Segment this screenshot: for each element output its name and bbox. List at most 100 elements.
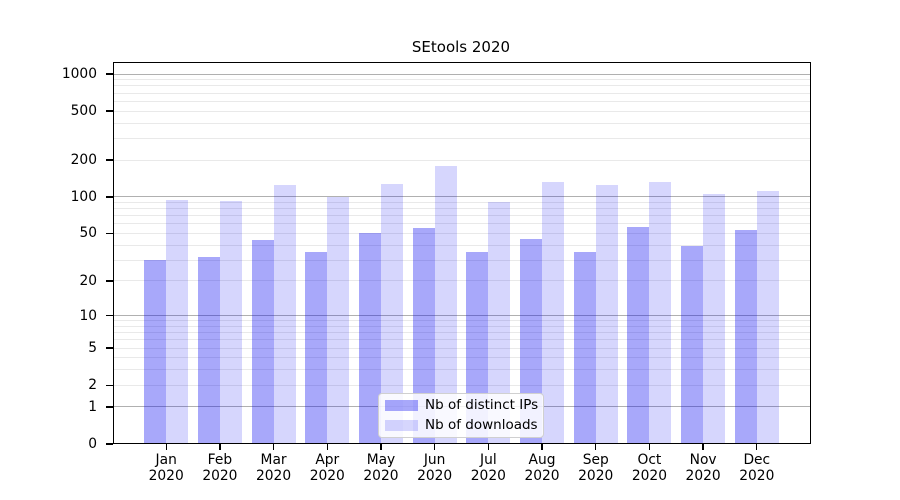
legend-item-downloads: Nb of downloads [385,416,538,435]
y-tick-mark [105,159,113,161]
chart-title: SEtools 2020 [411,38,511,56]
legend-label: Nb of distinct IPs [425,397,539,414]
y-tick-mark [105,314,113,317]
bar-downloads-mar [273,185,296,444]
bar-ips-apr [305,252,328,444]
x-tick-label: Sep 2020 [578,452,614,484]
y-tick-mark [105,443,113,445]
y-tick-label: 10 [79,307,97,324]
bar-ips-dec [734,230,757,444]
grid-line-minor [112,332,811,334]
x-tick-mark [219,444,221,450]
bar-ips-sep [573,252,596,444]
grid-line-minor [112,208,811,210]
bar-ips-may [358,233,381,444]
bar-ips-aug [520,238,543,444]
plot-area [112,62,811,444]
grid-line-major [112,73,811,75]
bar-downloads-jul [488,202,511,444]
y-tick-label: 2 [88,377,97,394]
y-tick-label: 5 [88,340,97,357]
x-tick-label: Feb 2020 [202,452,238,484]
y-tick-mark [105,347,113,349]
x-tick-label: Jan 2020 [148,452,184,484]
x-tick-mark [326,444,328,450]
bar-downloads-dec [756,191,779,444]
x-tick-mark [595,444,597,450]
x-tick-mark [702,444,704,450]
grid-line-minor [112,232,811,234]
bar-downloads-aug [542,182,565,444]
grid-line-minor [112,223,811,225]
grid-line-minor [112,100,811,102]
grid-line-minor [112,159,811,161]
y-tick-mark [105,73,113,75]
bar-downloads-jun [434,166,457,444]
y-tick-mark [105,232,113,235]
bar-downloads-nov [703,193,726,444]
bar-downloads-feb [219,201,242,444]
bar-downloads-oct [649,181,672,444]
x-tick-label: Dec 2020 [739,452,775,484]
grid-line-minor [112,325,811,327]
grid-line-minor [112,244,811,246]
x-tick-label: Jul 2020 [470,452,506,484]
bar-downloads-sep [595,185,618,444]
y-tick-label: 20 [79,272,97,289]
y-tick-label: 200 [70,152,97,169]
grid-line-minor [112,137,811,139]
x-tick-label: Oct 2020 [631,452,667,484]
grid-line-minor [112,339,811,341]
grid-line-major [112,315,811,317]
x-tick-label: Apr 2020 [309,452,345,484]
grid-line-minor [112,280,811,282]
y-tick-label: 500 [70,103,97,120]
grid-line-minor [112,92,811,94]
x-tick-mark [434,444,436,450]
y-tick-label: 1000 [61,66,97,83]
y-tick-mark [105,280,113,282]
grid-line-minor [112,357,811,359]
x-tick-mark [165,444,167,450]
bar-ips-oct [627,226,650,444]
bar-ips-feb [197,256,220,444]
legend-swatch-downloads [385,419,418,431]
x-tick-mark [380,444,382,450]
legend-item-distinct-ips: Nb of distinct IPs [385,397,539,415]
y-tick-label: 0 [88,436,97,452]
legend-swatch-distinct-ips [385,400,418,412]
y-tick-mark [105,196,113,198]
bar-downloads-jan [166,199,189,444]
legend: Nb of distinct IPs Nb of downloads [378,393,544,438]
y-tick-label: 100 [70,188,97,205]
bar-ips-mar [251,240,274,444]
x-tick-label: May 2020 [363,452,399,484]
legend-label: Nb of downloads [425,416,538,433]
bar-ips-jan [144,260,167,444]
x-tick-mark [756,444,758,450]
y-tick-label: 1 [88,398,97,415]
grid-line-minor [112,384,811,386]
x-tick-mark [541,444,543,450]
grid-line-minor [112,201,811,203]
grid-line-minor [112,347,811,349]
grid-line-minor [112,320,811,322]
grid-line-minor [112,369,811,371]
x-tick-label: Mar 2020 [256,452,292,484]
y-tick-mark [105,406,113,408]
x-tick-mark [648,444,651,450]
bar-ips-nov [681,246,704,444]
x-tick-mark [272,444,275,450]
x-tick-label: Nov 2020 [685,452,721,484]
grid-line-major [112,196,811,198]
y-tick-mark [105,384,113,386]
y-tick-label: 50 [79,225,97,242]
bar-downloads-may [380,183,403,444]
grid-line-minor [112,85,811,87]
grid-line-minor [112,259,811,261]
grid-line-minor [112,122,811,124]
bar-ips-jun [412,228,435,444]
x-tick-label: Aug 2020 [524,452,560,484]
grid-line-minor [112,110,811,112]
